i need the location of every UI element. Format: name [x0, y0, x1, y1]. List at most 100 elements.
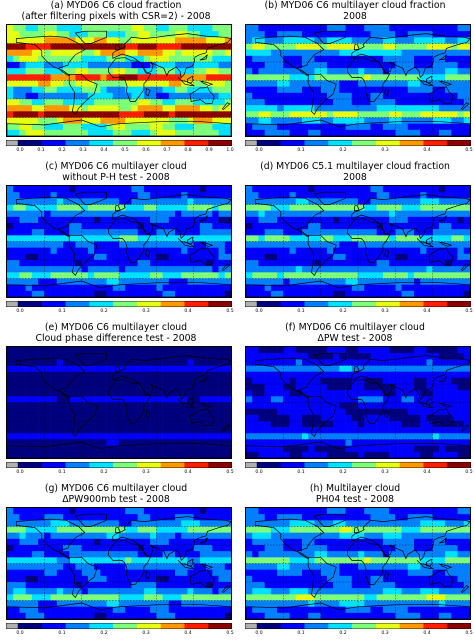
panel-title: (g) MYD06 C6 multilayer cloud ΔPW900mb te… [0, 483, 232, 505]
colorbar-tick-label: 0.4 [423, 631, 431, 636]
panel-title-line1: (d) MYD06 C5.1 multilayer cloud fraction [260, 161, 450, 172]
colorbar-tick-label: 0.5 [226, 631, 234, 636]
world-map [6, 185, 232, 298]
colorbar-tick-label: 0.0 [255, 631, 263, 636]
panel-title-line2: 2008 [343, 172, 367, 183]
panel-title: (f) MYD06 C6 multilayer cloud ΔPW test - … [239, 322, 471, 344]
colorbar-tick-label: 0.1 [297, 309, 305, 314]
panel-e: (e) MYD06 C6 multilayer cloud Cloud phase… [0, 322, 234, 478]
colorbar-tick-label: 0.3 [381, 631, 389, 636]
panel-title: (h) Multilayer cloud PH04 test - 2008 [239, 483, 471, 505]
colorbar-tick-label: 0.3 [79, 148, 87, 153]
panel-title-line1: (e) MYD06 C6 multilayer cloud [44, 322, 188, 333]
panel-h: (h) Multilayer cloud PH04 test - 2008 0.0 0… [239, 483, 473, 639]
colorbar-tick-label: 0.0 [255, 309, 263, 314]
colorbar-tick-label: 0.3 [142, 631, 150, 636]
colorbar-ticks: 0.0 0.1 0.2 0.3 0.4 0.5 [6, 470, 234, 478]
world-map [245, 185, 471, 298]
colorbar-tick-label: 0.1 [297, 631, 305, 636]
panel-title: (d) MYD06 C5.1 multilayer cloud fraction… [239, 161, 471, 183]
colorbar-tick-label: 0.2 [339, 631, 347, 636]
map-canvas [7, 25, 231, 136]
panel-title: (c) MYD06 C6 multilayer cloud without P-H… [0, 161, 232, 183]
colorbar-ticks: 0.0 0.1 0.2 0.3 0.4 0.5 [6, 631, 234, 639]
panel-title-line1: (c) MYD06 C6 multilayer cloud [45, 161, 187, 172]
colorbar-tick-label: 0.2 [58, 148, 66, 153]
panel-title-line2: ΔPW900mb test - 2008 [62, 494, 170, 505]
world-map [245, 507, 471, 620]
colorbar-ticks: 0.0 0.1 0.2 0.3 0.4 0.5 [245, 631, 473, 639]
panel-b: (b) MYD06 C6 multilayer cloud fraction 20… [239, 0, 473, 156]
panel-title-line2: (after filtering pixels with CSR=2) - 20… [21, 11, 211, 22]
colorbar-tick-label: 0.5 [465, 470, 473, 475]
colorbar [245, 301, 471, 307]
colorbar [245, 140, 471, 146]
colorbar-tick-label: 0.7 [163, 148, 171, 153]
colorbar [6, 623, 232, 629]
colorbar-tick-label: 0.4 [423, 470, 431, 475]
colorbar-tick-label: 1.0 [226, 148, 234, 153]
panel-title-line2: PH04 test - 2008 [315, 494, 395, 505]
colorbar-tick-label: 0.1 [37, 148, 45, 153]
colorbar-tick-label: 0.1 [297, 470, 305, 475]
colorbar [6, 140, 232, 146]
map-canvas [246, 508, 470, 619]
panel-title: (e) MYD06 C6 multilayer cloud Cloud phase… [0, 322, 232, 344]
colorbar-tick-label: 0.3 [142, 470, 150, 475]
colorbar-tick-label: 0.0 [16, 148, 24, 153]
panel-title: (a) MYD06 C6 cloud fraction (after filter… [0, 0, 232, 22]
colorbar-tick-label: 0.4 [184, 631, 192, 636]
world-map [245, 346, 471, 459]
colorbar-tick-label: 0.0 [255, 470, 263, 475]
panel-title-line1: (a) MYD06 C6 cloud fraction [50, 0, 182, 11]
colorbar-tick-label: 0.1 [297, 148, 305, 153]
colorbar-tick-label: 0.2 [100, 470, 108, 475]
world-map [6, 507, 232, 620]
map-canvas [246, 347, 470, 458]
colorbar-tick-label: 0.1 [58, 631, 66, 636]
colorbar-tick-label: 0.2 [339, 148, 347, 153]
panel-d: (d) MYD06 C5.1 multilayer cloud fraction… [239, 161, 473, 316]
colorbar-tick-label: 0.3 [381, 148, 389, 153]
panel-f: (f) MYD06 C6 multilayer cloud ΔPW test - … [239, 322, 473, 478]
panel-title-line2: 2008 [343, 11, 367, 22]
colorbar-tick-label: 0.2 [339, 309, 347, 314]
colorbar-tick-label: 0.2 [100, 631, 108, 636]
map-canvas [246, 25, 470, 136]
map-canvas [7, 186, 231, 297]
colorbar-tick-label: 0.5 [121, 148, 129, 153]
map-canvas [7, 347, 231, 458]
colorbar-ticks: 0.0 0.1 0.2 0.3 0.4 0.5 [245, 470, 473, 478]
panel-title-line1: (f) MYD06 C6 multilayer cloud [285, 322, 425, 333]
colorbar-tick-label: 0.5 [465, 631, 473, 636]
colorbar [245, 623, 471, 629]
panel-title-line2: Cloud phase difference test - 2008 [35, 333, 197, 344]
map-canvas [246, 186, 470, 297]
colorbar-ticks: 0.0 0.1 0.2 0.3 0.4 0.5 0.6 0.7 0.8 0.9 1.0 [6, 148, 234, 156]
panel-a: (a) MYD06 C6 cloud fraction (after filter… [0, 0, 234, 156]
panel-title-line2: without P-H test - 2008 [62, 172, 170, 183]
colorbar-tick-label: 0.4 [423, 309, 431, 314]
colorbar-tick-label: 0.1 [58, 309, 66, 314]
colorbar-tick-label: 0.3 [381, 309, 389, 314]
colorbar [6, 462, 232, 468]
colorbar [6, 301, 232, 307]
colorbar-tick-label: 0.4 [423, 148, 431, 153]
panel-title-line1: (b) MYD06 C6 multilayer cloud fraction [264, 0, 446, 11]
colorbar-ticks: 0.0 0.1 0.2 0.3 0.4 0.5 [245, 148, 473, 156]
colorbar-tick-label: 0.4 [100, 148, 108, 153]
colorbar [245, 462, 471, 468]
colorbar-tick-label: 0.0 [16, 309, 24, 314]
colorbar-tick-label: 0.3 [142, 309, 150, 314]
colorbar-tick-label: 0.3 [381, 470, 389, 475]
panel-c: (c) MYD06 C6 multilayer cloud without P-H… [0, 161, 234, 316]
colorbar-tick-label: 0.4 [184, 470, 192, 475]
colorbar-tick-label: 0.6 [142, 148, 150, 153]
colorbar-tick-label: 0.5 [465, 148, 473, 153]
world-map [245, 24, 471, 137]
panel-title-line1: (h) Multilayer cloud [309, 483, 401, 494]
panel-title: (b) MYD06 C6 multilayer cloud fraction 20… [239, 0, 471, 22]
colorbar-tick-label: 0.5 [226, 470, 234, 475]
colorbar-tick-label: 0.0 [255, 148, 263, 153]
colorbar-tick-label: 0.5 [465, 309, 473, 314]
